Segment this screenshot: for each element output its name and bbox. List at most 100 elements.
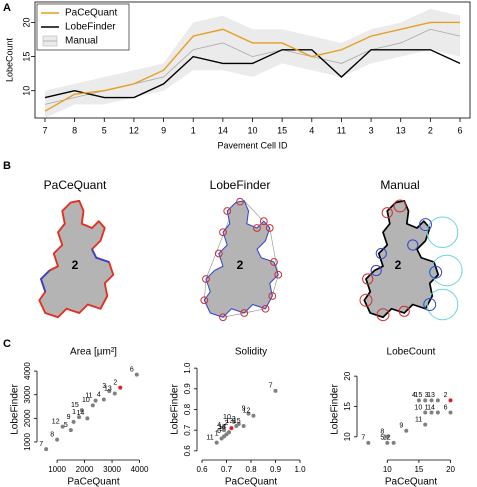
point-label: 13 (226, 418, 234, 425)
shape-title: LobeFinder (210, 178, 271, 192)
x-tick-label: 2000 (76, 465, 94, 474)
point (236, 421, 241, 426)
point (385, 434, 390, 439)
point-label: 14 (427, 404, 435, 411)
point (385, 440, 390, 445)
y-tick-label: 2000 (23, 409, 32, 427)
y-tick-label: 0.9 (183, 383, 192, 395)
x-axis-label: PaCeQuant (67, 477, 119, 487)
cell-label: 2 (72, 258, 79, 272)
point-label: 15 (233, 418, 241, 425)
point (231, 419, 236, 424)
x-tick-label: 1.0 (294, 465, 306, 474)
point (448, 410, 453, 415)
point-label: 11 (85, 392, 92, 399)
point (77, 415, 82, 420)
point-label: 7 (361, 435, 365, 442)
x-tick-label: 1000 (48, 465, 66, 474)
shape-title: PaCeQuant (44, 178, 107, 192)
point-label: 4 (412, 392, 416, 399)
x-tick-label: 13 (396, 125, 406, 135)
line (44, 49, 461, 99)
x-tick-label: 15 (277, 125, 287, 135)
point (107, 389, 112, 394)
point (214, 440, 219, 445)
point (273, 388, 278, 393)
point (55, 437, 60, 442)
x-tick-label: 10 (247, 125, 257, 135)
y-axis-label: LobeFinder (330, 384, 341, 435)
point-label: 12 (383, 435, 391, 442)
y-tick-label: 20 (21, 17, 31, 27)
point-label: 6 (130, 366, 134, 373)
point-label: 10 (414, 404, 422, 411)
point-label: 6 (444, 404, 448, 411)
x-tick-label: 6 (457, 125, 462, 135)
point (423, 398, 428, 403)
point (435, 410, 440, 415)
point (366, 440, 371, 445)
cell-shape (38, 199, 115, 319)
y-tick-label: 20 (343, 371, 352, 380)
x-tick-label: 1 (191, 125, 196, 135)
point-label: 3 (425, 392, 429, 399)
point-label: 3 (232, 416, 236, 423)
point (226, 430, 231, 435)
x-tick-label: 7 (42, 125, 47, 135)
point-label: 14 (218, 424, 226, 431)
x-tick-label: 0.9 (270, 465, 282, 474)
point (118, 385, 123, 390)
x-tick-label: 15 (414, 465, 423, 474)
point-label: 6 (217, 428, 221, 435)
x-tick-label: 0.7 (221, 465, 233, 474)
point-label: 13 (104, 385, 112, 392)
y-tick-label: 15 (343, 401, 352, 410)
y-axis-label: LobeFinder (10, 384, 21, 435)
y-tick-label: 15 (21, 52, 31, 62)
point (68, 428, 73, 433)
x-tick-label: 0.8 (245, 465, 257, 474)
point (391, 440, 396, 445)
point (429, 398, 434, 403)
point-label: 10 (82, 397, 90, 404)
y-tick-label: 0.6 (183, 445, 192, 457)
point-label: 5 (380, 435, 384, 442)
legend-label: LobeFinder (65, 22, 116, 33)
y-tick-label: 1.0 (183, 362, 192, 374)
panel-label: C (3, 338, 11, 350)
point (246, 411, 251, 416)
x-axis-label: Pavement Cell ID (217, 140, 288, 150)
y-tick-label: 0.7 (183, 424, 192, 436)
x-tick-label: 11 (337, 125, 346, 135)
y-tick-label: 4000 (23, 362, 32, 380)
point-label: 8 (380, 429, 384, 436)
x-tick-label: 4000 (131, 465, 149, 474)
y-tick-label: 10 (21, 86, 31, 96)
cell-shape (359, 199, 463, 322)
y-tick-label: 1000 (23, 433, 32, 451)
cell-shape (200, 197, 283, 322)
chart-title: Solidity (235, 347, 267, 358)
point (448, 398, 453, 403)
point-label: 1 (425, 404, 429, 411)
point (222, 428, 227, 433)
x-tick-label: 0.6 (196, 465, 208, 474)
point-label: 9 (67, 414, 71, 421)
point (241, 424, 246, 429)
y-tick-label: 10 (343, 432, 352, 441)
point (112, 391, 117, 396)
point (101, 397, 106, 402)
x-tick-label: 3000 (103, 465, 121, 474)
x-tick-label: 8 (72, 125, 77, 135)
point-label: 15 (71, 402, 79, 409)
point-label: 8 (50, 431, 54, 438)
x-tick-label: 20 (446, 465, 455, 474)
point-label: 8 (222, 424, 226, 431)
x-tick-label: 12 (129, 125, 139, 135)
point-label: 9 (399, 423, 403, 430)
point (93, 398, 98, 403)
point-label: 1 (72, 409, 76, 416)
x-tick-label: 4 (309, 125, 314, 135)
point-label: 1 (215, 430, 219, 437)
point-label: 2 (224, 420, 228, 427)
